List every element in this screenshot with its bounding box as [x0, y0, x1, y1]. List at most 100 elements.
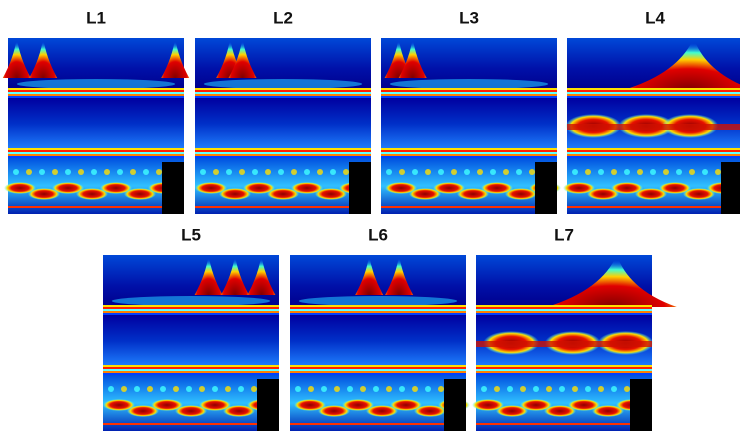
stripe	[567, 148, 740, 150]
blob-band	[476, 341, 652, 347]
bottom-stripe	[476, 423, 652, 425]
scalogram-panel	[472, 255, 677, 431]
wave-dot	[663, 169, 669, 175]
wave-dot	[494, 386, 500, 392]
stripe	[290, 313, 466, 315]
wave-dot	[160, 386, 166, 392]
stripe	[290, 307, 466, 309]
wave-dot	[481, 386, 487, 392]
wave-dot	[238, 386, 244, 392]
stripe	[195, 154, 371, 156]
stripe	[103, 373, 279, 375]
panel-label: L7	[554, 225, 574, 244]
wave-dot	[373, 386, 379, 392]
stripe	[381, 148, 557, 150]
stripe	[290, 373, 466, 375]
wave-dot	[26, 169, 32, 175]
wave-dot	[503, 169, 509, 175]
wave-dot	[347, 386, 353, 392]
wave-dot	[598, 386, 604, 392]
wave-dot	[546, 386, 552, 392]
stripe	[8, 150, 184, 152]
stripe	[567, 150, 740, 152]
stripe	[290, 365, 466, 367]
wave-dot	[304, 169, 310, 175]
wave-dot	[321, 386, 327, 392]
wave-dot	[624, 169, 630, 175]
stripe	[290, 305, 466, 307]
wave-dot	[330, 169, 336, 175]
stripe	[103, 365, 279, 367]
wave-dot	[317, 169, 323, 175]
stripe	[381, 152, 557, 154]
stripe	[567, 156, 740, 158]
stripe	[290, 369, 466, 371]
stripe	[195, 96, 371, 98]
mask	[444, 379, 466, 431]
blob-band	[567, 124, 740, 130]
wave-dot	[117, 169, 123, 175]
middle-band	[290, 315, 466, 367]
band-glow	[390, 79, 548, 89]
stripe	[8, 88, 184, 90]
stripe	[476, 313, 652, 315]
wave-dot	[490, 169, 496, 175]
wave-dot	[438, 386, 444, 392]
wave-dot	[121, 386, 127, 392]
stripe	[476, 365, 652, 367]
wave-dot	[412, 386, 418, 392]
wave-dot	[572, 169, 578, 175]
wave-dot	[520, 386, 526, 392]
mask	[630, 379, 652, 431]
stripe	[381, 90, 557, 92]
wave-dot	[650, 169, 656, 175]
stripe	[195, 152, 371, 154]
stripe	[103, 311, 279, 313]
wave-dot	[134, 386, 140, 392]
wave-dot	[39, 169, 45, 175]
stripe	[290, 311, 466, 313]
stripe	[567, 154, 740, 156]
stripe	[290, 309, 466, 311]
wave-dot	[343, 169, 349, 175]
wave-dot	[559, 386, 565, 392]
wave-dot	[212, 386, 218, 392]
stripe	[381, 88, 557, 90]
panel-label: L1	[86, 8, 106, 27]
stripe	[8, 90, 184, 92]
wave-dot	[637, 169, 643, 175]
wave-dot	[226, 169, 232, 175]
wave-dot	[507, 386, 513, 392]
wave-dot	[295, 386, 301, 392]
stripe	[103, 371, 279, 373]
wave-dot	[438, 169, 444, 175]
stripe	[8, 154, 184, 156]
stripe	[8, 92, 184, 94]
wave-dot	[477, 169, 483, 175]
scalogram-panel	[290, 255, 470, 431]
scalogram-panel	[3, 38, 189, 214]
wave-dot	[156, 169, 162, 175]
wave-dot	[412, 169, 418, 175]
stripe	[567, 88, 740, 90]
stripe	[195, 94, 371, 96]
wave-dot	[386, 169, 392, 175]
stripe	[381, 154, 557, 156]
stripe	[381, 94, 557, 96]
stripe	[195, 148, 371, 150]
scalogram-panel	[563, 38, 740, 214]
scalogram-panel	[195, 38, 371, 214]
wave-dot	[291, 169, 297, 175]
wave-dot	[108, 386, 114, 392]
wave-dot	[252, 169, 258, 175]
stripe	[8, 148, 184, 150]
stripe	[567, 152, 740, 154]
panel-label: L3	[459, 8, 479, 27]
stripe	[103, 367, 279, 369]
stripe	[476, 311, 652, 313]
wave-dot	[308, 386, 314, 392]
stripe	[476, 309, 652, 311]
wave-dot	[147, 386, 153, 392]
mask	[721, 162, 740, 214]
stripe	[195, 150, 371, 152]
